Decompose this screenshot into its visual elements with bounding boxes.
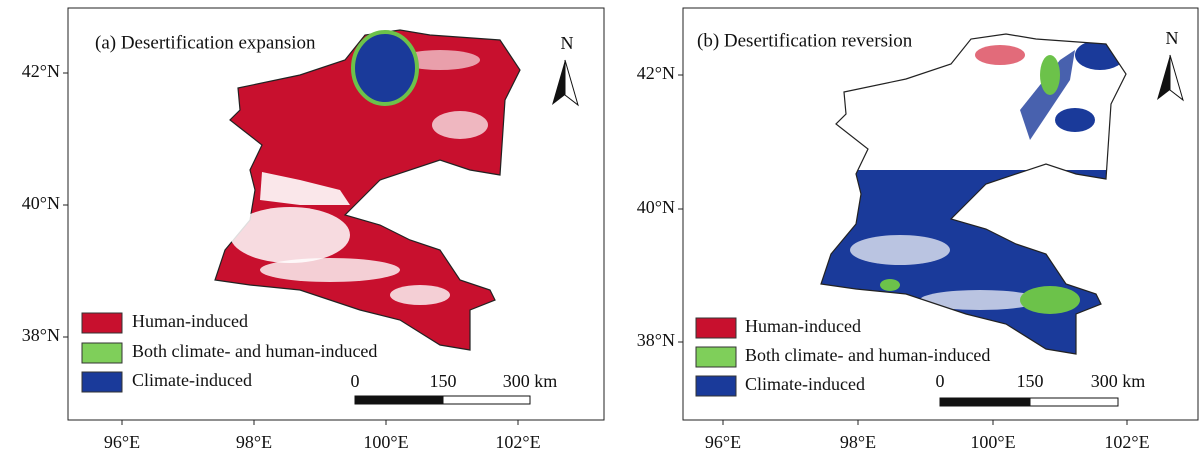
- panel-title: (b) Desertification reversion: [697, 30, 913, 51]
- legend-swatch: [81, 312, 123, 334]
- lon-label: 98°E: [236, 432, 272, 452]
- scale-bar-white: [442, 395, 531, 405]
- scale-bar-white: [1029, 397, 1119, 407]
- scale-bar-black: [939, 397, 1031, 407]
- lon-label: 98°E: [840, 432, 876, 452]
- legend-swatch: [695, 346, 737, 368]
- scale-label: 150: [1017, 371, 1044, 391]
- lat-label: 42°N: [637, 63, 675, 83]
- legend-label: Both climate- and human-induced: [745, 345, 990, 365]
- lat-label: 40°N: [22, 193, 60, 213]
- lat-label: 40°N: [637, 197, 675, 217]
- lon-label: 100°E: [970, 432, 1015, 452]
- legend-label: Climate-induced: [132, 370, 252, 390]
- lon-label: 100°E: [363, 432, 408, 452]
- legend-swatch: [81, 342, 123, 364]
- lat-label: 38°N: [22, 325, 60, 345]
- map-b: [682, 7, 1199, 421]
- lat-label: 38°N: [637, 330, 675, 350]
- lon-label: 102°E: [495, 432, 540, 452]
- legend-swatch: [695, 317, 737, 339]
- legend-swatch: [81, 371, 123, 393]
- north-label: N: [1166, 28, 1179, 48]
- scale-label: 0: [351, 371, 360, 391]
- scale-bar-black: [354, 395, 444, 405]
- map-a: [67, 7, 605, 421]
- north-label: N: [561, 33, 574, 53]
- scale-label: 300 km: [503, 371, 558, 391]
- legend-swatch: [695, 375, 737, 397]
- legend-label: Human-induced: [745, 316, 861, 336]
- legend-label: Both climate- and human-induced: [132, 341, 377, 361]
- legend-label: Climate-induced: [745, 374, 865, 394]
- scale-label: 0: [936, 371, 945, 391]
- legend-label: Human-induced: [132, 311, 248, 331]
- lat-label: 42°N: [22, 61, 60, 81]
- panel-title: (a) Desertification expansion: [95, 32, 316, 53]
- scale-label: 300 km: [1091, 371, 1146, 391]
- scale-label: 150: [430, 371, 457, 391]
- lon-label: 102°E: [1104, 432, 1149, 452]
- lon-label: 96°E: [104, 432, 140, 452]
- lon-label: 96°E: [705, 432, 741, 452]
